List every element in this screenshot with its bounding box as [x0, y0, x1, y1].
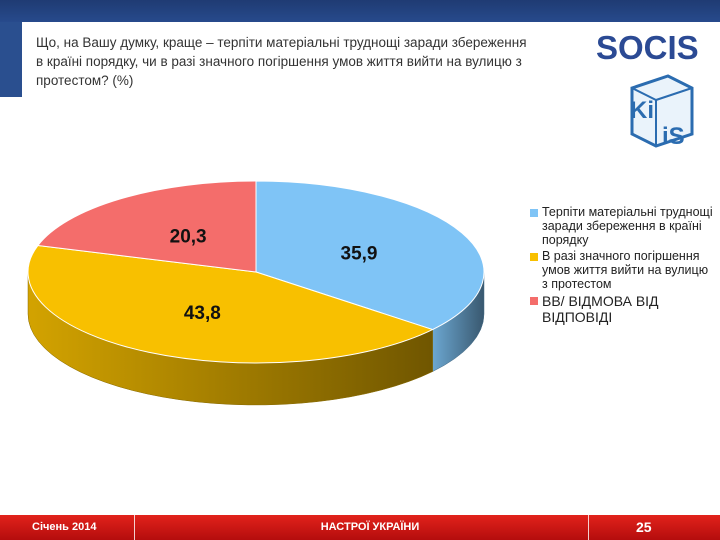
- pie-slice-endure: [255, 180, 485, 331]
- footer-divider-left: [134, 515, 135, 540]
- chart-legend: Терпіти матеріальні труднощі заради збер…: [530, 205, 715, 327]
- legend-item-endure: Терпіти матеріальні труднощі заради збер…: [530, 205, 715, 247]
- socis-logo-text: SOCIS: [596, 29, 699, 66]
- kiis-logo-text-top: Ki: [630, 97, 654, 124]
- legend-swatch-protest: [530, 253, 538, 261]
- legend-swatch-refuse: [530, 297, 538, 305]
- pie-slice-protest: [27, 244, 434, 364]
- pie-chart: 35,9 43,8 20,3: [27, 180, 485, 406]
- legend-label-protest: В разі значного погіршення умов життя ви…: [542, 249, 709, 291]
- legend-label-endure: Терпіти матеріальні труднощі заради збер…: [542, 205, 713, 247]
- footer-divider-right: [588, 515, 589, 540]
- legend-item-protest: В разі значного погіршення умов життя ви…: [530, 249, 715, 291]
- kiis-logo: Ki iS: [630, 74, 694, 150]
- socis-logo: SOCIS: [596, 29, 699, 66]
- legend-label-refuse: ВВ/ ВІДМОВА ВІД ВІДПОВІДІ: [542, 293, 659, 325]
- data-label-endure: 35,9: [341, 243, 378, 264]
- footer-bar: Січень 2014 НАСТРОЇ УКРАЇНИ 25: [0, 515, 720, 540]
- data-label-protest: 43,8: [184, 303, 221, 324]
- footer-section-title: НАСТРОЇ УКРАЇНИ: [320, 521, 420, 533]
- question-title: Що, на Вашу думку, краще – терпіти матер…: [36, 35, 527, 88]
- data-label-refuse: 20,3: [170, 226, 207, 247]
- legend-item-refuse: ВВ/ ВІДМОВА ВІД ВІДПОВІДІ: [530, 293, 715, 325]
- left-accent-bar: [0, 22, 22, 97]
- legend-swatch-endure: [530, 209, 538, 217]
- page-number: 25: [636, 519, 652, 535]
- kiis-logo-text-bottom: iS: [662, 123, 685, 150]
- footer-date: Січень 2014: [32, 521, 97, 533]
- top-band: [0, 0, 720, 22]
- pie-slice-refuse: [36, 180, 257, 273]
